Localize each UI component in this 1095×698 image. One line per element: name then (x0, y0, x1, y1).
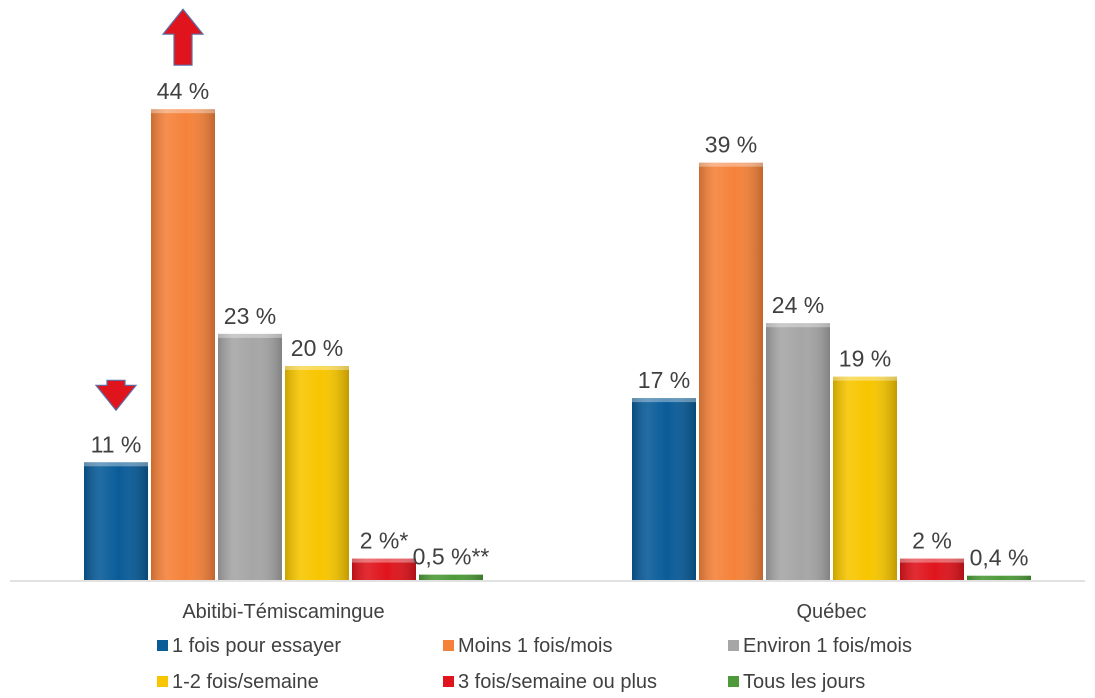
bar-2-2 (699, 162, 763, 580)
legend: 1 fois pour essayer Moins 1 fois/mois Envi… (157, 635, 912, 693)
legend-item: 1-2 fois/semaine (157, 671, 319, 693)
value-label: 0,5 %** (413, 544, 490, 570)
value-label: 19 % (839, 346, 891, 372)
bar-1-5 (352, 558, 416, 580)
legend-swatch (157, 640, 168, 651)
bar-2-1 (632, 398, 696, 580)
legend-item: 1 fois pour essayer (157, 635, 341, 657)
value-label: 39 % (705, 132, 757, 158)
legend-item: Moins 1 fois/mois (443, 635, 613, 657)
legend-swatch (443, 676, 454, 687)
arrow-down-icon (94, 379, 138, 412)
legend-item: Environ 1 fois/mois (728, 635, 912, 657)
bar-1-2 (151, 109, 215, 580)
legend-label: 1 fois pour essayer (172, 635, 341, 657)
category-label: Québec (796, 601, 866, 623)
markers-layer (94, 8, 205, 412)
bar-1-4 (285, 366, 349, 580)
bar-1-3 (218, 333, 282, 580)
bars-layer (84, 109, 1031, 580)
value-label: 24 % (772, 292, 824, 318)
bar-2-4 (833, 376, 897, 580)
bar-1-6 (419, 574, 483, 580)
legend-label: Tous les jours (743, 671, 865, 693)
bar-2-5 (900, 558, 964, 580)
value-label: 17 % (638, 367, 690, 393)
legend-label: Environ 1 fois/mois (743, 635, 912, 657)
value-labels-layer: 11 % 44 % 23 % 20 % 2 %*0,5 %** 17 % 39 % 24 % 1… (91, 78, 1029, 571)
bar-1-1 (84, 462, 148, 580)
legend-label: 3 fois/semaine ou plus (458, 671, 657, 693)
bar-2-3 (766, 323, 830, 580)
category-labels-layer: Abitibi-Témiscamingue Québec (182, 601, 866, 623)
legend-label: Moins 1 fois/mois (458, 635, 613, 657)
value-label: 23 % (224, 303, 276, 329)
legend-swatch (728, 640, 739, 651)
bar-2-6 (967, 575, 1031, 580)
value-label: 2 %* (360, 528, 409, 554)
legend-label: 1-2 fois/semaine (172, 671, 319, 693)
legend-swatch (443, 640, 454, 651)
legend-item: Tous les jours (728, 671, 865, 693)
category-label: Abitibi-Témiscamingue (182, 601, 384, 623)
value-label: 44 % (157, 78, 209, 104)
value-label: 0,4 % (970, 545, 1029, 571)
legend-item: 3 fois/semaine ou plus (443, 671, 657, 693)
legend-swatch (157, 676, 168, 687)
arrow-up-icon (161, 8, 205, 66)
value-label: 20 % (291, 335, 343, 361)
value-label: 2 % (912, 528, 952, 554)
legend-swatch (728, 676, 739, 687)
value-label: 11 % (91, 431, 142, 457)
